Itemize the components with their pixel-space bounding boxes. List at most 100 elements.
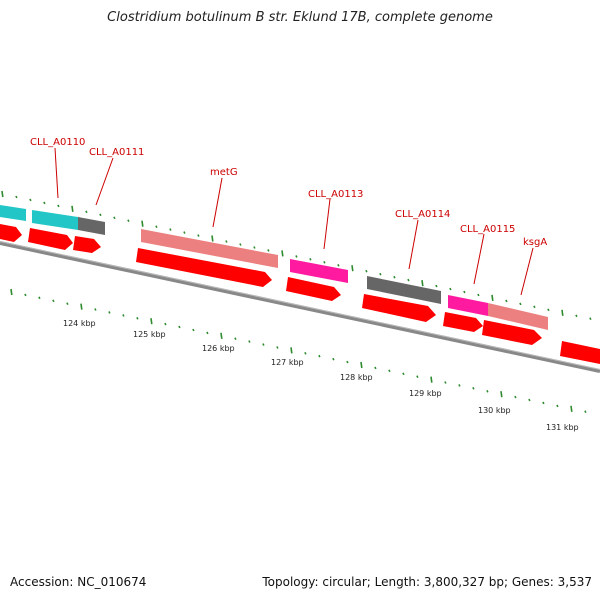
upper-minor-tick (127, 219, 130, 222)
kbp-label-127: 127 kbp (271, 358, 304, 367)
gene-label-ksgA[interactable]: ksgA (523, 237, 547, 248)
lower-minor-tick (542, 401, 545, 405)
lower-minor-tick (178, 325, 181, 329)
upper-minor-tick (295, 255, 298, 258)
lower-minor-tick (248, 340, 251, 343)
upper-minor-tick (449, 287, 452, 291)
cds-arrow-CLL_A0114[interactable] (362, 294, 436, 322)
gene-label-CLL_A0113[interactable]: CLL_A0113 (308, 189, 363, 200)
upper-major-tick (281, 250, 284, 257)
cds-feature-cyan-left[interactable] (0, 205, 26, 221)
upper-major-tick (351, 265, 354, 272)
lower-minor-tick (276, 346, 279, 349)
cds-arrow-CLL_A0115[interactable] (443, 312, 483, 332)
upper-minor-tick (99, 213, 102, 217)
cds-feature-CLL_A0115[interactable] (448, 295, 488, 316)
cds-arrow-left[interactable] (0, 224, 22, 242)
lower-major-tick (570, 405, 573, 412)
gene-label-CLL_A0110[interactable]: CLL_A0110 (30, 137, 85, 148)
cds-arrow-metG[interactable] (136, 248, 272, 287)
upper-minor-tick (323, 261, 326, 264)
lower-minor-tick (318, 354, 321, 358)
upper-major-tick (421, 279, 424, 287)
upper-minor-tick (197, 234, 200, 237)
lower-minor-tick (192, 328, 195, 332)
upper-major-tick (1, 190, 4, 198)
upper-minor-tick (519, 302, 522, 306)
upper-minor-tick (29, 198, 32, 202)
lower-major-tick (500, 391, 503, 398)
gene-label-CLL_A0115[interactable]: CLL_A0115 (460, 224, 515, 235)
upper-minor-tick (85, 210, 88, 214)
cds-feature-CLL_A0113[interactable] (290, 259, 348, 283)
gene-label-metG[interactable]: metG (210, 167, 238, 178)
upper-minor-tick (505, 299, 508, 303)
lower-major-tick (80, 303, 83, 310)
upper-major-tick (211, 235, 214, 242)
kbp-scale-labels: 124 kbp 125 kbp 126 kbp 127 kbp 128 kbp … (63, 319, 579, 432)
cds-arrow-CLL_A0110[interactable] (28, 228, 73, 250)
kbp-label-126: 126 kbp (202, 344, 235, 353)
lower-major-tick (220, 332, 223, 339)
cds-arrow-track (0, 224, 600, 364)
upper-minor-tick (589, 317, 592, 320)
lower-major-tick (150, 318, 153, 325)
leader-CLL_A0115 (473, 233, 485, 285)
cds-feature-CLL_A0111[interactable] (78, 217, 105, 235)
kbp-label-130: 130 kbp (478, 406, 511, 415)
upper-minor-tick (533, 305, 536, 309)
upper-minor-tick (225, 240, 228, 243)
upper-minor-tick (253, 246, 256, 249)
lower-minor-tick (24, 293, 27, 297)
upper-minor-tick (379, 272, 382, 276)
label-leader-lines (54, 147, 534, 296)
upper-minor-tick (477, 293, 480, 297)
cds-feature-CLL_A0114[interactable] (367, 276, 441, 304)
upper-minor-tick (309, 258, 312, 261)
leader-CLL_A0111 (95, 157, 114, 206)
lower-minor-tick (458, 384, 461, 387)
upper-minor-tick (435, 284, 438, 288)
lower-minor-tick (416, 375, 419, 378)
lower-minor-tick (136, 317, 139, 320)
kbp-label-129: 129 kbp (409, 389, 442, 398)
feature-track-outer (0, 205, 548, 330)
lower-minor-tick (346, 360, 349, 364)
leader-metG (212, 177, 223, 228)
genome-info-text: Topology: circular; Length: 3,800,327 bp… (262, 575, 592, 589)
lower-minor-tick (304, 352, 307, 355)
cds-feature-metG[interactable] (141, 229, 278, 268)
lower-minor-tick (262, 343, 265, 346)
upper-major-tick (141, 220, 144, 227)
cds-feature-ksgA[interactable] (488, 303, 548, 330)
gene-labels: CLL_A0110 CLL_A0111 metG CLL_A0113 CLL_A… (30, 137, 547, 248)
upper-minor-tick (575, 314, 578, 318)
lower-major-tick (290, 347, 293, 354)
upper-minor-tick (267, 249, 270, 252)
lower-minor-tick (108, 311, 111, 314)
map-title: Clostridium botulinum B str. Eklund 17B,… (107, 10, 493, 25)
cds-arrow-CLL_A0113[interactable] (286, 277, 341, 301)
upper-major-tick (71, 205, 74, 212)
gene-label-CLL_A0111[interactable]: CLL_A0111 (89, 147, 144, 158)
cds-arrow-right[interactable] (560, 341, 600, 364)
lower-minor-tick (332, 357, 335, 361)
gene-label-CLL_A0114[interactable]: CLL_A0114 (395, 209, 450, 220)
lower-major-tick (360, 361, 363, 369)
cds-arrow-ksgA[interactable] (482, 320, 542, 345)
lower-minor-tick (444, 381, 447, 384)
upper-tick-track (1, 190, 592, 320)
lower-minor-tick (66, 302, 69, 305)
lower-tick-track (10, 288, 587, 413)
accession-text: Accession: NC_010674 (10, 575, 147, 589)
upper-minor-tick (463, 290, 466, 294)
lower-minor-tick (234, 337, 237, 340)
upper-minor-tick (113, 216, 116, 220)
leader-CLL_A0114 (408, 219, 419, 270)
cds-arrow-CLL_A0111[interactable] (73, 236, 101, 253)
upper-minor-tick (547, 308, 550, 312)
leader-ksgA (520, 247, 534, 296)
upper-minor-tick (15, 195, 18, 199)
lower-minor-tick (164, 322, 167, 326)
cds-feature-CLL_A0110[interactable] (32, 210, 78, 230)
